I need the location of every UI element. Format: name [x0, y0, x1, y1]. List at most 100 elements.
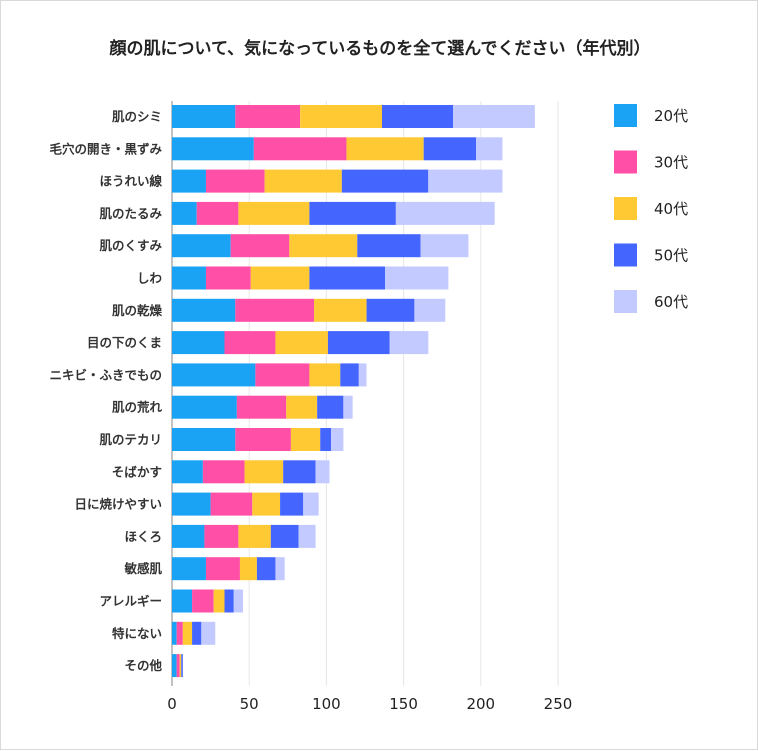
bar-segment [250, 266, 310, 290]
bar-segment [357, 234, 421, 258]
bar-segment [205, 557, 240, 581]
bar-segment [204, 524, 239, 548]
category-label: 肌のテカリ [98, 432, 162, 447]
bar-segment [256, 557, 276, 581]
bar-segment [244, 460, 284, 484]
bar-segment [255, 363, 310, 387]
category-label: ニキビ・ふきでもの [49, 367, 162, 382]
bar-segment [192, 589, 214, 613]
category-labels: 肌のシミ毛穴の開き・黒ずみほうれい線肌のたるみ肌のくすみしわ肌の乾燥目の下のくま… [49, 109, 162, 673]
bar-segment [172, 654, 177, 678]
x-tick-label: 200 [466, 695, 495, 713]
bar-segment [476, 137, 503, 161]
category-label: 肌の荒れ [111, 400, 163, 415]
bar-segment [453, 105, 535, 128]
x-axis-ticks: 0 50 100 150 200 250 [167, 695, 572, 713]
bar-segment [224, 331, 276, 355]
bar-segment [172, 105, 236, 128]
bar-segment [182, 621, 193, 645]
bar-segment [420, 234, 469, 258]
category-label: 肌のシミ [111, 109, 162, 124]
bar-segment [275, 331, 328, 355]
legend-swatch [614, 150, 637, 174]
bar-segment [172, 428, 236, 451]
bar-segment [252, 492, 281, 516]
bar-segment [389, 331, 429, 355]
bar-segment [428, 169, 503, 193]
bar-segment [309, 363, 341, 387]
legend-label: 50代 [654, 247, 688, 265]
legend-swatch [614, 290, 637, 313]
bar-segment [233, 589, 244, 613]
bar-segment [181, 654, 183, 678]
legend: 20代 30代 40代 50代 60代 [614, 104, 688, 313]
bar-segment [395, 201, 495, 225]
bar-segment [309, 201, 396, 225]
x-tick-label: 250 [544, 695, 573, 713]
bar-segment [172, 234, 231, 258]
category-label: 敏感肌 [123, 561, 162, 576]
bar-segment [172, 266, 206, 290]
category-label: 特にない [112, 626, 162, 641]
bar-segment [205, 169, 265, 193]
bar-segment [346, 137, 424, 161]
bar-segment [179, 654, 182, 678]
category-label: ほうれい線 [99, 174, 162, 189]
bar-segment [309, 266, 386, 290]
bar-segment [172, 621, 177, 645]
chart-title: 顔の肌について、気になっているものを全て選んでください（年代別） [109, 39, 651, 59]
legend-label: 30代 [654, 154, 688, 172]
bar-segment [172, 524, 205, 548]
legend-label: 60代 [654, 293, 688, 311]
bar-segment [270, 524, 299, 548]
bar-segment [172, 137, 254, 161]
x-tick-label: 100 [312, 695, 341, 713]
category-label: そばかす [112, 464, 162, 479]
bar-segment [176, 654, 180, 678]
bar-segment [366, 298, 415, 322]
bar-segment [172, 298, 236, 322]
category-label: 目の下のくま [87, 335, 162, 350]
bar-segment [340, 363, 359, 387]
category-label: その他 [124, 658, 162, 673]
legend-swatch [614, 197, 637, 220]
bar-segment [275, 557, 285, 581]
bar-segment [172, 331, 225, 355]
bar-segment [205, 266, 251, 290]
category-label: 肌のたるみ [98, 206, 162, 221]
bar-segment [414, 298, 446, 322]
bar-segment [239, 557, 257, 581]
bar-segment [385, 266, 449, 290]
bar-segment [300, 105, 382, 128]
bar-segment [320, 428, 332, 451]
bar-segment [230, 234, 290, 258]
bar-segment [238, 201, 310, 225]
bar-segment [343, 395, 353, 419]
bar-segment [317, 395, 344, 419]
bar-segment [423, 137, 477, 161]
category-label: アレルギー [99, 594, 162, 609]
bar-layer [172, 105, 535, 678]
x-tick-label: 50 [240, 695, 259, 713]
bar-segment [358, 363, 367, 387]
bar-segment [290, 428, 321, 451]
bar-segment [264, 169, 342, 193]
bar-segment [192, 621, 202, 645]
category-label: 日に焼けやすい [74, 497, 162, 512]
bar-segment [331, 428, 344, 451]
bar-segment [289, 234, 358, 258]
bar-segment [235, 428, 291, 451]
category-label: 肌のくすみ [98, 238, 162, 253]
x-tick-label: 150 [389, 695, 418, 713]
bar-segment [235, 298, 315, 322]
grid-layer [171, 101, 559, 686]
legend-swatch [614, 104, 637, 127]
bar-segment [172, 492, 211, 516]
bar-segment [172, 363, 256, 387]
bar-segment [172, 589, 193, 613]
bar-segment [172, 557, 206, 581]
bar-segment [172, 201, 197, 225]
legend-label: 20代 [654, 107, 688, 125]
bar-segment [176, 621, 183, 645]
